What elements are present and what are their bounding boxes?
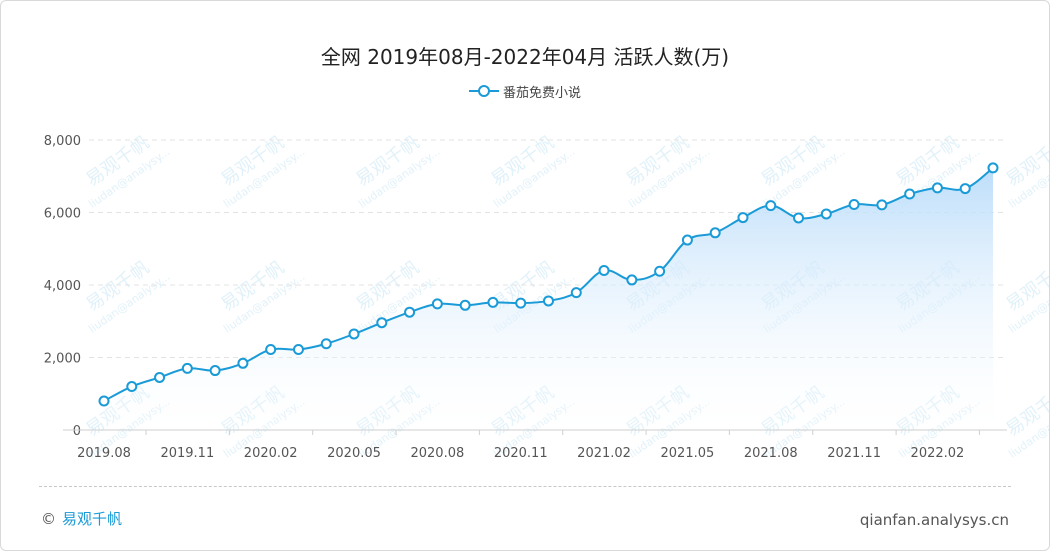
data-point[interactable] bbox=[598, 265, 610, 276]
chart-title: 全网 2019年08月-2022年04月 活跃人数(万) bbox=[320, 45, 730, 69]
x-tick-label: 2021.05 bbox=[661, 446, 715, 461]
y-tick-label: 8,000 bbox=[44, 134, 81, 149]
data-point[interactable] bbox=[98, 395, 110, 407]
data-point[interactable] bbox=[181, 362, 193, 374]
data-point[interactable] bbox=[681, 234, 693, 246]
watermark: 易观千帆liudan@analysy... bbox=[1002, 132, 1049, 210]
copyright-symbol: © bbox=[41, 509, 56, 528]
footer-site-link[interactable]: qianfan.analysys.cn bbox=[859, 511, 1009, 529]
data-point[interactable] bbox=[320, 338, 332, 350]
data-point[interactable] bbox=[209, 365, 221, 377]
footer-divider bbox=[39, 486, 1011, 487]
data-point[interactable] bbox=[431, 298, 443, 310]
legend-line-marker-icon bbox=[468, 85, 499, 97]
watermark: 易观千帆liudan@analysy... bbox=[1002, 257, 1049, 335]
data-point[interactable] bbox=[292, 344, 304, 356]
legend-label: 番茄免费小说 bbox=[502, 85, 581, 101]
watermark: 易观千帆liudan@analysy... bbox=[82, 132, 172, 210]
data-point[interactable] bbox=[237, 357, 249, 369]
data-point[interactable] bbox=[376, 317, 388, 329]
data-point[interactable] bbox=[654, 265, 666, 277]
x-tick-label: 2021.11 bbox=[827, 446, 881, 461]
data-point[interactable] bbox=[848, 199, 860, 211]
data-point[interactable] bbox=[265, 344, 277, 356]
y-tick-label: 6,000 bbox=[44, 207, 81, 222]
x-tick-label: 2020.11 bbox=[494, 446, 548, 461]
x-tick-label: 2019.11 bbox=[160, 446, 214, 461]
data-point[interactable] bbox=[459, 299, 471, 311]
watermark: 易观千帆liudan@analysy... bbox=[622, 132, 712, 210]
x-tick-label: 2021.02 bbox=[577, 446, 631, 461]
watermark: 易观千帆liudan@analysy... bbox=[757, 132, 847, 210]
data-point[interactable] bbox=[154, 371, 166, 383]
data-point[interactable] bbox=[570, 287, 582, 299]
x-tick-label: 2022.02 bbox=[911, 446, 965, 461]
watermark: 易观千帆liudan@analysy... bbox=[217, 257, 307, 335]
x-tick-label: 2020.02 bbox=[244, 446, 298, 461]
data-point[interactable] bbox=[626, 274, 638, 286]
data-point[interactable] bbox=[959, 183, 971, 195]
data-point[interactable] bbox=[876, 199, 888, 211]
data-point[interactable] bbox=[126, 381, 138, 392]
data-point[interactable] bbox=[820, 208, 832, 220]
data-point[interactable] bbox=[793, 212, 805, 224]
data-point[interactable] bbox=[765, 200, 777, 212]
y-tick-label: 4,000 bbox=[44, 279, 81, 294]
y-tick-label: 2,000 bbox=[44, 352, 81, 367]
watermark: 易观千帆liudan@analysy... bbox=[217, 132, 307, 210]
watermark: 易观千帆liudan@analysy... bbox=[82, 257, 172, 335]
legend[interactable]: 番茄免费小说 bbox=[1, 81, 1049, 101]
x-tick-label: 2021.08 bbox=[744, 446, 798, 461]
watermark: 易观千帆liudan@analysy... bbox=[1002, 382, 1049, 460]
data-point[interactable] bbox=[515, 297, 527, 309]
y-tick-label: 0 bbox=[73, 424, 81, 439]
x-tick-label: 2019.08 bbox=[77, 446, 131, 461]
data-point[interactable] bbox=[737, 212, 749, 224]
data-point[interactable] bbox=[404, 306, 416, 318]
data-point[interactable] bbox=[487, 296, 499, 308]
data-point[interactable] bbox=[931, 182, 943, 194]
data-point[interactable] bbox=[348, 328, 360, 340]
data-point[interactable] bbox=[543, 295, 554, 307]
watermark: 易观千帆liudan@analysy... bbox=[352, 132, 442, 210]
x-tick-label: 2020.08 bbox=[410, 446, 464, 461]
data-point[interactable] bbox=[709, 227, 721, 239]
x-tick-label: 2020.05 bbox=[327, 446, 381, 461]
footer-brand[interactable]: © 易观千帆 bbox=[41, 508, 122, 529]
brand-name: 易观千帆 bbox=[62, 510, 123, 528]
series-area bbox=[104, 167, 993, 430]
data-point[interactable] bbox=[987, 162, 999, 174]
data-point[interactable] bbox=[904, 188, 916, 200]
watermark: 易观千帆liudan@analysy... bbox=[487, 132, 577, 210]
